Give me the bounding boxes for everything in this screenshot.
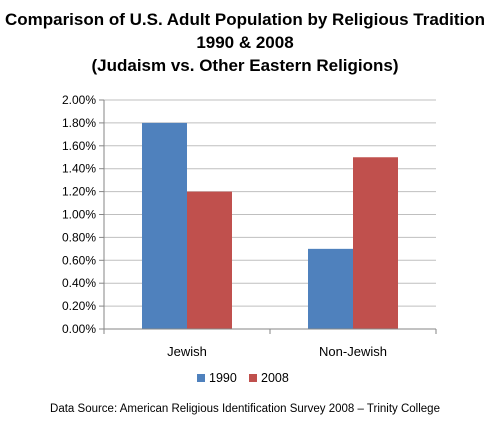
legend-label-1990: 1990 <box>209 371 237 385</box>
bar-2008-jewish <box>187 191 232 329</box>
chart-title-line-2: 1990 & 2008 <box>196 33 294 52</box>
y-tick-label: 1.80% <box>62 116 96 130</box>
bar-2008-non-jewish <box>353 157 398 329</box>
data-source-note: Data Source: American Religious Identifi… <box>50 403 440 415</box>
chart-title-line-3: (Judaism vs. Other Eastern Religions) <box>91 56 399 75</box>
y-tick-label: 0.60% <box>62 253 96 267</box>
y-tick-label: 1.00% <box>62 208 96 222</box>
y-tick-label: 1.40% <box>62 162 96 176</box>
bar-1990-jewish <box>142 122 187 330</box>
y-tick-label: 2.00% <box>62 93 96 107</box>
chart-title-line-1: Comparison of U.S. Adult Population by R… <box>4 10 486 29</box>
y-tick-label: 0.20% <box>62 299 96 313</box>
axis-labels: 0.00% 0.20% 0.40% 0.60% 0.80% 1.00% 1.20% 1.40%… <box>62 93 387 359</box>
legend-label-2008: 2008 <box>261 371 289 385</box>
x-category-label: Jewish <box>167 344 207 359</box>
legend-swatch-2008 <box>249 374 257 382</box>
y-tick-label: 0.80% <box>62 230 96 244</box>
y-tick-label: 1.20% <box>62 185 96 199</box>
y-tick-label: 0.00% <box>62 322 96 336</box>
axes <box>99 99 437 334</box>
bar-chart: 0.00% 0.20% 0.40% 0.60% 0.80% 1.00% 1.20% 1.40%… <box>62 93 437 385</box>
y-tick-label: 1.60% <box>62 139 96 153</box>
y-tick-label: 0.40% <box>62 276 96 290</box>
bars <box>142 122 398 330</box>
bar-1990-non-jewish <box>308 248 353 329</box>
legend: 1990 2008 <box>197 371 289 385</box>
legend-swatch-1990 <box>197 374 205 382</box>
x-category-label: Non-Jewish <box>319 344 387 359</box>
